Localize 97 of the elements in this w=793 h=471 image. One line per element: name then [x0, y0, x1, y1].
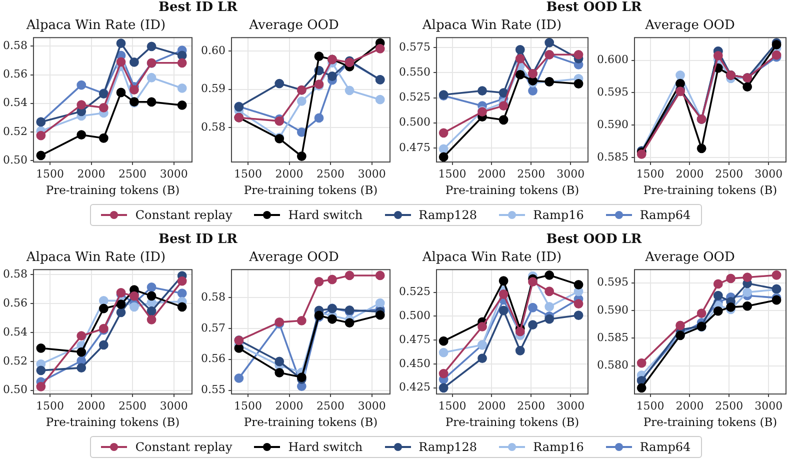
- y-tick-label: 0.52: [2, 354, 28, 368]
- y-tick-label: 0.590: [596, 118, 628, 131]
- y-tick-label: 0.52: [2, 124, 28, 138]
- chart-subtitle: Best OOD LR: [545, 232, 643, 248]
- chart-title: Alpaca Win Rate (ID): [421, 18, 562, 34]
- x-tick-label: 2500: [316, 399, 345, 412]
- y-tick-label: 0.58: [2, 268, 28, 281]
- x-axis-title: Pre-training tokens (B): [46, 415, 180, 430]
- y-tick-label: 0.575: [398, 40, 430, 54]
- y-tick-label: 0.590: [596, 303, 628, 316]
- chart-title: Average OOD: [248, 250, 339, 266]
- x-tick-label: 3000: [556, 399, 585, 412]
- x-tick-label: 3000: [358, 167, 386, 180]
- x-tick-label: 2000: [275, 399, 304, 412]
- y-tick-label: 0.58: [2, 39, 28, 52]
- y-tick-label: 0.56: [2, 296, 28, 310]
- x-tick-label: 2500: [517, 399, 546, 412]
- legend-label: Hard switch: [288, 440, 363, 454]
- y-tick-label: 0.50: [2, 153, 28, 166]
- x-tick-label: 2500: [316, 167, 345, 180]
- x-tick-label: 1500: [234, 399, 262, 412]
- y-tick-label: 0.60: [200, 44, 226, 57]
- x-tick-label: 2000: [478, 167, 506, 180]
- y-tick-label: 0.595: [596, 86, 628, 99]
- x-tick-label: 2500: [118, 167, 147, 180]
- y-tick-label: 0.525: [398, 90, 430, 104]
- x-tick-label: 1500: [636, 399, 664, 412]
- legend-label: Ramp64: [640, 208, 691, 222]
- legend-label: Constant replay: [135, 440, 232, 454]
- x-tick-label: 2000: [676, 399, 704, 412]
- y-tick-label: 0.595: [596, 276, 628, 289]
- x-tick-label: 1500: [636, 167, 664, 180]
- chart-title: Alpaca Win Rate (ID): [25, 18, 166, 34]
- chart-title: Average OOD: [248, 18, 339, 34]
- chart-subtitle: Best ID LR: [158, 0, 238, 16]
- y-tick-label: 0.525: [398, 285, 430, 298]
- y-tick-label: 0.475: [398, 140, 430, 154]
- y-tick-label: 0.550: [398, 66, 430, 79]
- y-tick-label: 0.450: [398, 356, 430, 370]
- x-tick-label: 2500: [715, 399, 744, 412]
- x-tick-label: 1500: [36, 399, 64, 412]
- x-tick-label: 1500: [438, 167, 466, 180]
- y-tick-label: 0.57: [200, 321, 226, 334]
- x-tick-label: 2000: [275, 167, 304, 180]
- y-tick-label: 0.56: [2, 68, 28, 81]
- x-tick-label: 1500: [438, 399, 466, 412]
- legend-label: Ramp16: [533, 440, 584, 454]
- y-tick-label: 0.475: [398, 332, 430, 346]
- y-tick-label: 0.59: [200, 82, 226, 96]
- x-tick-label: 3000: [160, 399, 188, 412]
- legend-label: Ramp128: [418, 208, 478, 222]
- chart-title: Average OOD: [644, 18, 735, 34]
- y-tick-label: 0.585: [596, 150, 628, 164]
- y-tick-label: 0.58: [200, 120, 226, 134]
- y-tick-label: 0.55: [200, 383, 226, 396]
- x-tick-label: 3000: [754, 167, 783, 180]
- y-tick-label: 0.500: [398, 116, 430, 129]
- legend-label: Hard switch: [288, 208, 363, 222]
- x-axis-title: Pre-training tokens (B): [445, 415, 580, 430]
- y-tick-label: 0.50: [2, 383, 28, 396]
- y-tick-label: 0.580: [596, 358, 628, 372]
- y-tick-label: 0.54: [2, 325, 28, 338]
- x-axis-title: Pre-training tokens (B): [643, 183, 778, 198]
- x-tick-label: 2000: [478, 399, 506, 412]
- y-tick-label: 0.58: [200, 290, 226, 304]
- x-axis-title: Pre-training tokens (B): [643, 415, 778, 430]
- chart-title: Alpaca Win Rate (ID): [25, 250, 166, 266]
- legend-label: Ramp64: [640, 440, 691, 454]
- x-tick-label: 3000: [160, 167, 188, 180]
- y-tick-label: 0.56: [200, 352, 226, 366]
- legend-label: Ramp128: [418, 440, 478, 454]
- x-tick-label: 2500: [715, 167, 744, 180]
- legend-label: Constant replay: [135, 208, 232, 222]
- x-tick-label: 1500: [36, 167, 64, 180]
- x-tick-label: 2500: [118, 399, 147, 412]
- y-tick-label: 0.425: [398, 380, 430, 394]
- x-axis-title: Pre-training tokens (B): [244, 415, 378, 430]
- x-tick-label: 3000: [754, 399, 783, 412]
- x-tick-label: 3000: [358, 399, 386, 412]
- x-tick-label: 2000: [77, 399, 106, 412]
- y-tick-label: 0.54: [2, 96, 28, 110]
- x-axis-title: Pre-training tokens (B): [244, 183, 378, 198]
- chart-title: Alpaca Win Rate (ID): [421, 250, 562, 266]
- y-tick-label: 0.585: [596, 331, 628, 344]
- x-tick-label: 3000: [556, 167, 585, 180]
- x-tick-label: 2000: [676, 167, 704, 180]
- x-tick-label: 1500: [234, 167, 262, 180]
- x-axis-title: Pre-training tokens (B): [445, 183, 580, 198]
- legend-label: Ramp16: [533, 208, 584, 222]
- x-tick-label: 2000: [77, 167, 106, 180]
- y-tick-label: 0.600: [596, 53, 628, 66]
- chart-subtitle: Best OOD LR: [545, 0, 643, 16]
- x-axis-title: Pre-training tokens (B): [46, 183, 180, 198]
- y-tick-label: 0.500: [398, 309, 430, 322]
- chart-subtitle: Best ID LR: [158, 232, 238, 248]
- chart-title: Average OOD: [644, 250, 735, 266]
- x-tick-label: 2500: [517, 167, 546, 180]
